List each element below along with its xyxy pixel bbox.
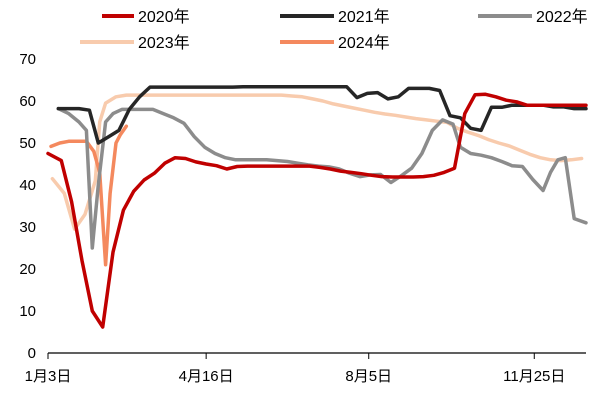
- legend-label-2021: 2021年: [338, 8, 390, 26]
- legend-item-2021: 2021年: [280, 8, 390, 26]
- y-tick-label: 70: [19, 51, 36, 68]
- y-tick-label: 40: [19, 177, 36, 194]
- legend-label-2022: 2022年: [536, 8, 588, 26]
- y-tick-label: 30: [19, 219, 36, 236]
- y-tick-label: 60: [19, 93, 36, 110]
- x-tick-label: 11月25日: [503, 368, 565, 385]
- y-tick-label: 0: [28, 345, 36, 362]
- series-lines: [46, 84, 588, 329]
- series-line-2024: [49, 124, 129, 267]
- series-line-2023: [50, 93, 584, 231]
- y-tick-label: 10: [19, 303, 36, 320]
- legend-item-2020: 2020年: [102, 8, 190, 26]
- legend: 2020年 2021年 2022年 2023年 2024年: [80, 8, 588, 52]
- series-line-2020: [46, 92, 588, 329]
- legend-label-2023: 2023年: [138, 34, 190, 52]
- y-axis-ticks: 0 10 20 30 40 50 60 70: [19, 51, 36, 362]
- legend-label-2020: 2020年: [138, 8, 190, 26]
- legend-label-2024: 2024年: [338, 34, 390, 52]
- legend-item-2023: 2023年: [80, 34, 190, 52]
- x-axis: 1月3日 4月16日 8月5日 11月25日: [25, 352, 586, 385]
- legend-item-2024: 2024年: [280, 34, 390, 52]
- y-tick-label: 50: [19, 135, 36, 152]
- x-tick-label: 1月3日: [25, 368, 72, 385]
- x-tick-label: 8月5日: [345, 368, 392, 385]
- series-line-2021: [56, 84, 588, 145]
- x-tick-label: 4月16日: [179, 368, 234, 385]
- legend-item-2022: 2022年: [478, 8, 588, 26]
- y-tick-label: 20: [19, 261, 36, 278]
- series-line-2022: [56, 106, 588, 250]
